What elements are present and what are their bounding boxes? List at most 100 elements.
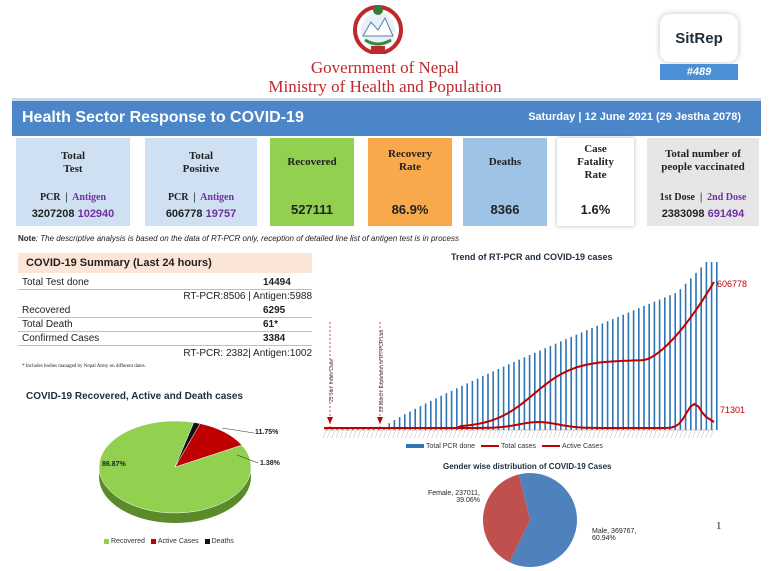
summary-key: Recovered [22,305,71,316]
legend-swatch [104,538,109,544]
card-value: 86.9% [391,202,429,217]
legend-deaths: Deaths [211,538,234,545]
annotation-lab-expansion: 29 March: Expansion of RT-PCR Lab [379,330,385,412]
summary-key: Total Death [22,319,73,330]
summary-value: 61* [263,319,279,330]
x-tick [409,429,414,439]
male-pct: 60.94% [592,535,616,542]
x-tick [366,429,370,439]
pcr-bar [601,323,604,430]
x-tick [579,429,583,439]
x-tick [657,429,662,439]
pcr-bar [627,312,630,430]
pie-label-recovered: 86.87% [102,461,126,468]
x-tick [405,429,409,439]
pcr-bar [528,355,531,430]
pcr-bar [679,289,682,430]
pcr-bar [586,330,588,430]
test-split: RT-PCR:8506 | Antigen:5988 [183,291,312,302]
x-tick [518,429,522,439]
pcr-bar [487,373,489,430]
summary-row: Total Death 61* [18,318,312,332]
x-tick [640,429,644,439]
x-tick [322,429,327,439]
gender-label-male: Male, 369767, 60.94% [592,528,636,542]
pcr-bar [565,339,567,430]
pcr-bar [508,364,510,430]
summary-key: Total Test done [22,277,90,288]
x-tick [383,429,388,439]
x-tick [535,429,540,439]
x-tick [701,429,705,439]
note-text: : The descriptive analysis is based on t… [35,234,459,243]
male-count: Male, 369767, [592,528,637,535]
pcr-bar [617,316,619,430]
x-tick [692,429,696,439]
x-tick [340,429,344,439]
nepal-emblem-icon [353,5,403,54]
x-tick [331,429,335,439]
card-label: Recovered [287,156,337,168]
pcr-bar [632,310,635,430]
x-tick [570,429,575,439]
pcr-bar [700,267,702,430]
x-tick [374,429,379,439]
end-label-total: 606778 [717,279,748,289]
x-tick [609,429,614,439]
x-tick [649,429,653,439]
pcr-bar [544,348,546,430]
summary-value: 6295 [263,305,286,316]
legend-recovered: Recovered [111,538,145,545]
x-tick [635,429,640,439]
x-tick [440,429,444,439]
x-tick [379,429,383,439]
card-sub-values: 2383098 691494 [647,208,759,220]
card-label: Total number of people vaccinated [661,148,745,173]
x-tick [370,429,375,439]
pcr-bar [549,345,552,430]
x-tick [335,429,340,439]
x-ticks [322,429,714,439]
x-tick [670,429,675,439]
x-tick [653,429,657,439]
x-tick [427,429,431,439]
x-tick [622,429,627,439]
x-tick [492,429,496,439]
ministry-title: Ministry of Health and Population [268,77,502,96]
trend-chart: 23 Jan: Index Case 29 March: Expansion o… [322,262,718,439]
summary-row: Total Test done 14494 [18,276,312,290]
x-tick [575,429,579,439]
x-tick [514,429,518,439]
x-tick [562,429,566,439]
pcr-bar [560,341,562,430]
trend-legend: Total PCR done Total cases Active Cases [402,443,603,450]
x-tick [683,429,688,439]
x-tick [531,429,536,439]
trend-title: Trend of RT-PCR and COVID-19 cases [451,252,613,262]
x-tick [401,429,405,439]
pcr-bar [430,400,432,430]
x-tick [488,429,492,439]
x-tick [505,429,509,439]
card-sub-labels: PCR | Antigen [39,192,107,203]
sitrep-badge: SitRep [660,14,738,62]
x-tick [479,429,483,439]
x-tick [357,429,362,439]
x-tick [527,429,531,439]
card-label: Deaths [488,156,522,168]
x-tick [618,429,623,439]
x-tick [588,429,592,439]
pcr-bar [471,380,474,430]
gender-slices [483,473,577,567]
pcr-bar [409,411,411,430]
legend-swatch [204,538,210,544]
x-tick [553,429,557,439]
x-tick [435,429,440,439]
slice-deaths [174,422,201,468]
card-label: Total Positive [182,150,220,175]
pcr-bar [695,272,697,430]
x-tick [501,429,505,439]
pcr-bar [575,334,578,430]
x-tick [392,429,396,439]
female-pct: 39.06% [456,497,480,504]
